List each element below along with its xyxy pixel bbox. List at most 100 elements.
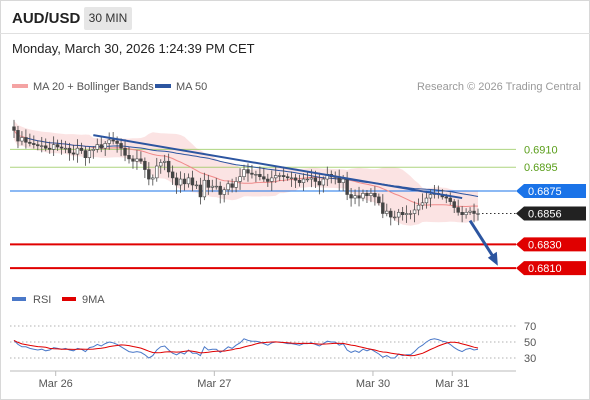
candle-body bbox=[313, 177, 318, 182]
candle-body bbox=[258, 174, 262, 177]
timeframe-button[interactable]: 30 MIN bbox=[84, 7, 132, 30]
level-tag-3 bbox=[516, 237, 586, 252]
candle-body bbox=[79, 147, 84, 151]
candle-body bbox=[186, 177, 191, 185]
level-label-1: 0.6895 bbox=[524, 162, 558, 174]
candle-body bbox=[174, 177, 179, 186]
candle-body bbox=[468, 210, 472, 213]
candle-body bbox=[182, 178, 187, 185]
rsi-level-label-30: 30 bbox=[524, 353, 536, 365]
candle-body bbox=[412, 209, 417, 214]
candle-body bbox=[166, 160, 171, 173]
candle-body bbox=[460, 212, 464, 215]
candle-body bbox=[47, 147, 52, 150]
candle-body bbox=[464, 212, 468, 215]
candle-body bbox=[51, 144, 56, 150]
candle-body bbox=[274, 175, 278, 179]
legend-swatch-ma50 bbox=[155, 84, 171, 88]
candle-body bbox=[270, 177, 274, 182]
candle-body bbox=[385, 210, 389, 214]
time-axis: Mar 26 Mar 27 Mar 30 Mar 31 bbox=[10, 370, 516, 390]
candle-body bbox=[369, 193, 373, 196]
candle-body bbox=[293, 177, 298, 181]
candle-body bbox=[24, 137, 28, 143]
candle-body bbox=[123, 147, 127, 156]
time-label-3: Mar 31 bbox=[435, 378, 469, 390]
candle-body bbox=[301, 178, 306, 183]
candle-body bbox=[59, 146, 64, 149]
candle-body bbox=[139, 158, 143, 162]
chart-datetime: Monday, March 30, 2026 1:24:39 PM CET bbox=[12, 41, 255, 56]
candle-body bbox=[365, 193, 369, 196]
candle-body bbox=[428, 194, 433, 199]
candle-body bbox=[55, 144, 60, 148]
price-legend: MA 20 + Bollinger Bands MA 50 Research ©… bbox=[12, 81, 581, 93]
candle-body bbox=[107, 139, 111, 144]
candle-body bbox=[67, 147, 72, 154]
candle-body bbox=[396, 212, 401, 218]
candle-body bbox=[135, 158, 139, 162]
candle-body bbox=[266, 178, 270, 182]
forecast-arrow-head bbox=[487, 251, 498, 266]
candle-body bbox=[155, 165, 159, 179]
time-label-0: Mar 26 bbox=[39, 378, 73, 390]
candle-body bbox=[349, 194, 353, 199]
candle-body bbox=[170, 171, 175, 179]
candle-body bbox=[254, 174, 258, 176]
credit-text: Research © 2026 Trading Central bbox=[417, 81, 581, 93]
candle-body bbox=[131, 158, 135, 162]
candle-body bbox=[361, 193, 365, 199]
candle-body bbox=[472, 210, 476, 214]
candle-body bbox=[210, 185, 214, 188]
candle-body bbox=[262, 176, 266, 180]
candle-body bbox=[278, 175, 282, 177]
candle-body bbox=[297, 179, 302, 183]
candle-body bbox=[190, 177, 195, 186]
legend-swatch-ma20 bbox=[12, 84, 28, 88]
candle-body bbox=[147, 169, 151, 180]
forecast-arrow-shaft bbox=[468, 219, 496, 259]
time-label-1: Mar 27 bbox=[197, 378, 231, 390]
candle-body bbox=[127, 155, 131, 160]
rsi-level-label-50: 50 bbox=[524, 337, 536, 349]
candle-body bbox=[75, 147, 80, 155]
candle-body bbox=[400, 212, 405, 215]
candle-body bbox=[250, 172, 254, 175]
candle-body bbox=[373, 193, 377, 198]
candle-body bbox=[159, 162, 163, 167]
candle-body bbox=[476, 213, 480, 215]
candle-body bbox=[345, 178, 349, 195]
candle-body bbox=[452, 201, 456, 208]
candle-body bbox=[448, 197, 452, 202]
candle-body bbox=[226, 183, 230, 191]
candle-body bbox=[115, 140, 119, 144]
candle-body bbox=[404, 213, 409, 215]
symbol-title: AUD/USD bbox=[12, 10, 81, 27]
candle-body bbox=[206, 179, 211, 188]
candle-body bbox=[444, 196, 448, 199]
candle-body bbox=[281, 175, 286, 177]
candle-body bbox=[198, 184, 203, 198]
level-tag-2 bbox=[516, 183, 586, 198]
candle-body bbox=[289, 177, 294, 179]
analysis-overlay bbox=[93, 134, 516, 266]
candle-body bbox=[222, 189, 226, 195]
candle-body bbox=[341, 178, 345, 183]
bollinger-fill bbox=[14, 120, 478, 226]
candle-body bbox=[242, 169, 246, 177]
candle-body bbox=[420, 202, 425, 206]
candle-body bbox=[424, 197, 429, 204]
candle-body bbox=[40, 145, 44, 147]
candle-body bbox=[16, 130, 20, 142]
candle-body bbox=[309, 177, 314, 180]
rsi-panel: 70 50 30 bbox=[10, 321, 536, 365]
rsi-legend: RSI 9MA bbox=[12, 294, 105, 306]
candle-body bbox=[99, 144, 103, 149]
candle-body bbox=[20, 137, 24, 142]
candle-body bbox=[317, 181, 322, 186]
candle-body bbox=[83, 150, 88, 158]
candle-body bbox=[238, 176, 242, 182]
candle-body bbox=[32, 143, 36, 145]
level-label-0: 0.6910 bbox=[524, 144, 558, 156]
